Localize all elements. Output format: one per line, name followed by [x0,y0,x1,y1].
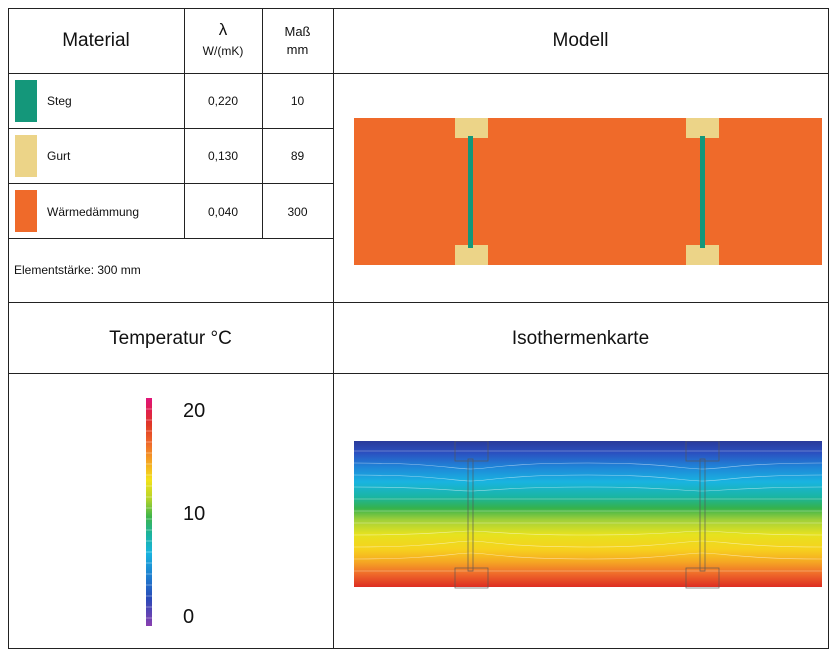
steg-label: Steg [47,94,72,108]
isotherm-map [354,441,822,589]
row2-bottom-border [8,183,333,184]
iso-web-right [699,458,706,572]
steg-mass: 10 [290,94,305,108]
element-thickness: Elementstärke: 300 mm [14,263,141,277]
lambda-col-left-border [184,8,185,239]
lambda-unit: W/(mK) [202,44,244,58]
insulation-swatch [15,190,37,232]
table-top-border [8,8,828,9]
scale-label-mid: 10 [183,503,206,525]
model-diagram [354,118,822,265]
table-right-border [828,8,829,649]
iso-flange-top-right [685,441,720,462]
gurt-swatch [15,135,37,177]
gurt-label: Gurt [47,149,71,163]
insulation-label: Wärmedämmung [47,205,140,219]
mass-col-left-border [262,8,263,239]
flange-top-right [686,118,719,138]
isotherm-field [354,441,822,587]
table-left-border [8,8,9,649]
upper-section-bottom-border [8,302,828,303]
model-col-left-border [333,8,334,649]
steg-lambda: 0,220 [207,94,239,108]
mass-unit: mm [286,42,309,57]
material-header: Material [62,30,130,51]
lower-header-bottom-border [8,373,828,374]
row1-bottom-border [8,128,333,129]
insulation-block [354,118,822,265]
table-bottom-border [8,648,828,649]
iso-flange-top-left [454,441,489,462]
web-right [700,136,705,248]
iso-web-left [467,458,474,572]
iso-flange-bottom-left [454,567,489,589]
flange-bottom-left [455,245,488,265]
temperature-title: Temperatur °C [109,328,232,349]
insulation-mass: 300 [287,205,308,219]
lambda-symbol: λ [218,20,228,39]
scale-label-max: 20 [183,400,206,422]
iso-flange-bottom-right [685,567,720,589]
scale-label-min: 0 [183,606,195,628]
isotherm-title: Isothermenkarte [511,328,650,349]
gurt-mass: 89 [290,149,305,163]
mass-header: Maß [284,24,311,39]
row3-bottom-border [8,238,333,239]
flange-top-left [455,118,488,138]
steg-swatch [15,80,37,122]
web-left [468,136,473,248]
gurt-lambda: 0,130 [207,149,239,163]
insulation-lambda: 0,040 [207,205,239,219]
model-header: Modell [552,30,609,51]
header-bottom-border [8,73,828,74]
temperature-scale [146,398,152,626]
flange-bottom-right [686,245,719,265]
